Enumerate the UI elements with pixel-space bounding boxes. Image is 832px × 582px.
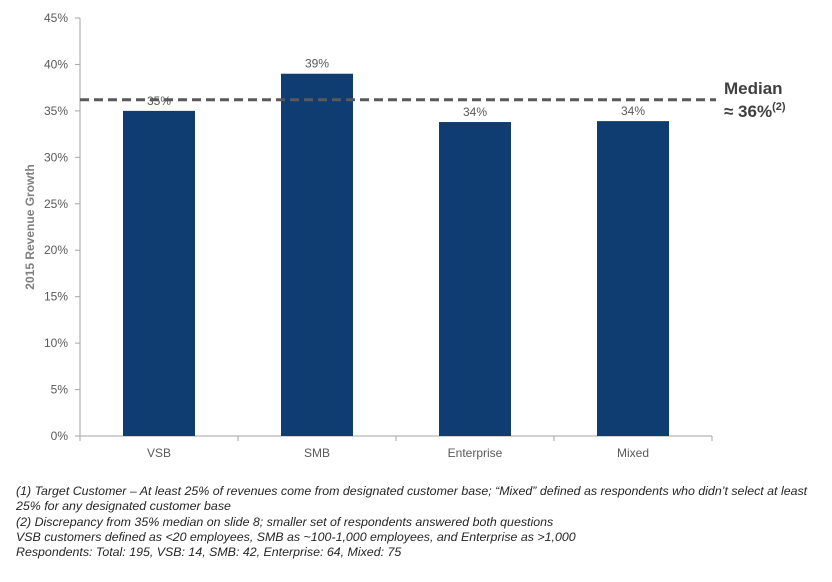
x-tick-label: Enterprise bbox=[448, 446, 503, 460]
y-tick-label: 0% bbox=[51, 429, 69, 443]
footnote-1: (1) Target Customer – At least 25% of re… bbox=[16, 484, 808, 514]
bar-smb bbox=[281, 73, 353, 436]
y-tick-label: 30% bbox=[44, 150, 68, 164]
bar-vsb bbox=[123, 110, 195, 436]
x-tick-label: Mixed bbox=[617, 446, 649, 460]
median-title: Median bbox=[724, 79, 783, 98]
y-tick-label: 20% bbox=[44, 243, 68, 257]
data-label-mixed: 34% bbox=[621, 104, 645, 118]
data-label-enterprise: 34% bbox=[463, 105, 487, 119]
footnote-2: (2) Discrepancy from 35% median on slide… bbox=[16, 514, 554, 529]
footnote-4: Respondents: Total: 195, VSB: 14, SMB: 4… bbox=[16, 545, 402, 560]
x-tick-label: SMB bbox=[304, 446, 330, 460]
x-tick-label: VSB bbox=[147, 446, 171, 460]
y-tick-label: 15% bbox=[44, 290, 68, 304]
data-label-vsb: 35% bbox=[147, 94, 171, 108]
y-tick-label: 5% bbox=[51, 383, 69, 397]
y-tick-label: 35% bbox=[44, 104, 68, 118]
data-label-smb: 39% bbox=[305, 57, 329, 71]
y-tick-label: 45% bbox=[44, 11, 68, 25]
median-value-text: ≈ 36% bbox=[724, 102, 773, 121]
y-axis-title: 2015 Revenue Growth bbox=[23, 164, 37, 289]
bar-enterprise bbox=[439, 122, 511, 436]
median-footnote-ref: (2) bbox=[772, 101, 786, 113]
bar-mixed bbox=[597, 121, 669, 437]
footnotes: (1) Target Customer – At least 25% of re… bbox=[16, 484, 816, 560]
y-tick-label: 25% bbox=[44, 197, 68, 211]
footnote-3: VSB customers defined as <20 employees, … bbox=[16, 529, 576, 544]
revenue-growth-bar-chart: 0% 5% 10% 15% 20% 25% 30% 35% 40% 45% 2015 Revenue… bbox=[23, 11, 716, 460]
y-tick-label: 40% bbox=[44, 57, 68, 71]
median-value: ≈ 36%(2) bbox=[724, 101, 786, 122]
y-tick-label: 10% bbox=[44, 336, 68, 350]
